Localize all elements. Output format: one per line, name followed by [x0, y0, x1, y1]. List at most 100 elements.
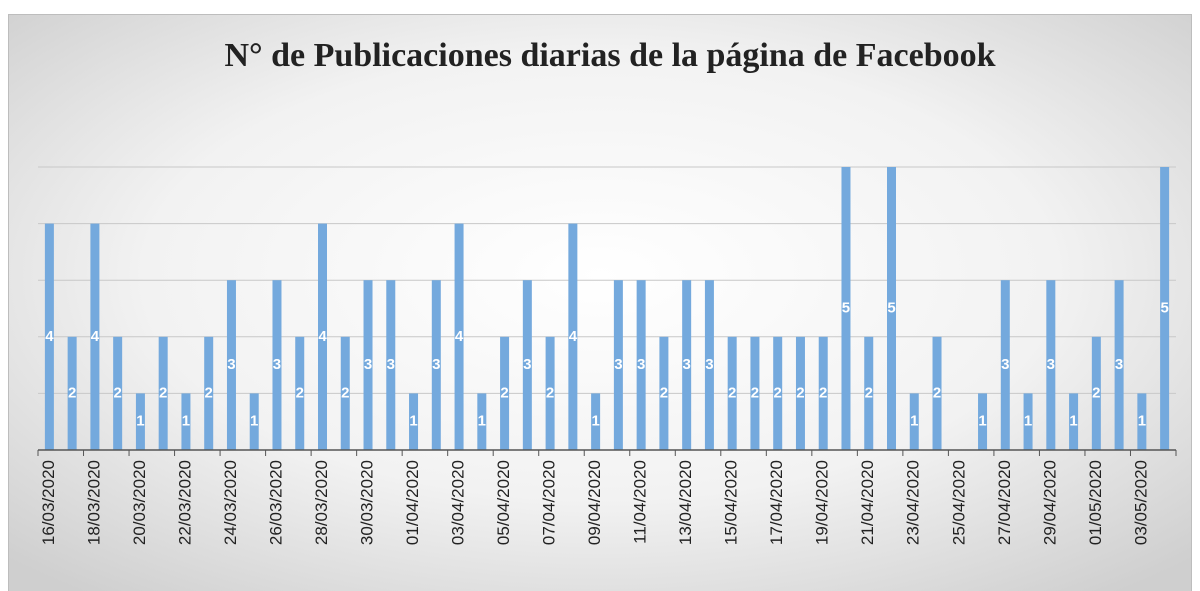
- bar: [704, 280, 714, 450]
- data-label: 2: [774, 384, 782, 401]
- data-label: 1: [182, 413, 190, 430]
- bar: [431, 280, 441, 450]
- data-label: 2: [1092, 384, 1100, 401]
- data-label: 3: [227, 356, 235, 373]
- bar: [841, 167, 851, 450]
- data-label: 1: [409, 413, 417, 430]
- bar: [318, 223, 327, 450]
- x-tick-label: 05/04/2020: [494, 460, 513, 545]
- x-tick-label: 17/04/2020: [767, 460, 786, 545]
- bar: [1046, 280, 1056, 450]
- data-label: 5: [842, 299, 850, 316]
- bar: [909, 393, 919, 450]
- bar: [249, 393, 259, 450]
- data-label: 2: [546, 384, 554, 401]
- x-tick-label: 11/04/2020: [631, 460, 650, 544]
- bar: [135, 393, 145, 450]
- bar: [500, 336, 510, 450]
- bar: [158, 336, 168, 450]
- bar: [204, 336, 214, 450]
- bar: [545, 336, 555, 450]
- x-tick-label: 15/04/2020: [722, 460, 741, 545]
- data-label: 3: [273, 356, 281, 373]
- data-label: 2: [113, 384, 121, 401]
- bar: [613, 280, 623, 450]
- x-tick-label: 28/03/2020: [312, 460, 331, 545]
- data-label: 3: [705, 356, 713, 373]
- bar: [1023, 393, 1033, 450]
- x-tick-label: 07/04/2020: [540, 460, 559, 545]
- bar: [340, 336, 350, 450]
- data-label: 2: [933, 384, 941, 401]
- data-label: 2: [341, 384, 349, 401]
- x-tick-label: 26/03/2020: [266, 460, 285, 545]
- bar: [113, 336, 123, 450]
- bar: [1091, 336, 1101, 450]
- bar: [1137, 393, 1147, 450]
- bar: [568, 223, 578, 450]
- x-tick-label: 21/04/2020: [858, 460, 877, 545]
- data-label: 2: [159, 384, 167, 401]
- data-label: 2: [296, 384, 304, 401]
- data-label: 5: [1160, 299, 1168, 316]
- bar: [818, 336, 828, 450]
- data-label: 1: [910, 413, 918, 430]
- data-label: 3: [432, 356, 440, 373]
- bar: [864, 336, 874, 450]
- bar: [727, 336, 737, 450]
- data-label: 5: [887, 299, 895, 316]
- data-label: 1: [250, 413, 258, 430]
- data-label: 1: [136, 413, 144, 430]
- data-label: 1: [1069, 413, 1077, 430]
- x-tick-label: 18/03/2020: [84, 460, 103, 545]
- x-tick-label: 01/05/2020: [1086, 460, 1105, 545]
- data-label: 2: [865, 384, 873, 401]
- data-label: 1: [478, 413, 486, 430]
- bar: [477, 393, 487, 450]
- data-label: 2: [728, 384, 736, 401]
- bar: [887, 167, 896, 450]
- bar: [1000, 280, 1010, 450]
- bar: [1160, 167, 1170, 450]
- data-label: 1: [591, 413, 599, 430]
- x-tick-label: 13/04/2020: [676, 460, 695, 545]
- bar: [1069, 393, 1079, 450]
- bar: [409, 393, 419, 450]
- x-tick-label: 20/03/2020: [130, 460, 149, 545]
- bar: [659, 336, 669, 450]
- chart-background: [8, 14, 1192, 591]
- data-label: 2: [796, 384, 804, 401]
- x-tick-label: 22/03/2020: [175, 460, 194, 545]
- data-label: 3: [364, 356, 372, 373]
- bar: [795, 336, 805, 450]
- data-label: 3: [614, 356, 622, 373]
- chart-title: N° de Publicaciones diarias de la página…: [224, 37, 995, 74]
- data-label: 1: [978, 413, 986, 430]
- data-label: 3: [637, 356, 645, 373]
- bar: [44, 223, 54, 450]
- bar: [272, 280, 282, 450]
- x-tick-label: 24/03/2020: [221, 460, 240, 545]
- x-tick-label: 01/04/2020: [403, 460, 422, 545]
- data-label: 3: [1047, 356, 1055, 373]
- data-label: 3: [1115, 356, 1123, 373]
- data-label: 4: [569, 328, 578, 345]
- x-tick-label: 27/04/2020: [995, 460, 1014, 545]
- data-label: 1: [1138, 413, 1146, 430]
- data-label: 1: [1024, 413, 1032, 430]
- data-label: 2: [500, 384, 508, 401]
- data-label: 3: [1001, 356, 1009, 373]
- x-tick-label: 19/04/2020: [813, 460, 832, 545]
- data-label: 2: [68, 384, 76, 401]
- data-label: 4: [455, 328, 464, 345]
- bar: [978, 393, 988, 450]
- bar: [181, 393, 191, 450]
- x-tick-label: 16/03/2020: [39, 460, 58, 545]
- data-label: 2: [205, 384, 213, 401]
- x-tick-label: 25/04/2020: [949, 460, 968, 545]
- x-tick-label: 09/04/2020: [585, 460, 604, 545]
- bar: [454, 223, 464, 450]
- x-tick-label: 23/04/2020: [904, 460, 923, 545]
